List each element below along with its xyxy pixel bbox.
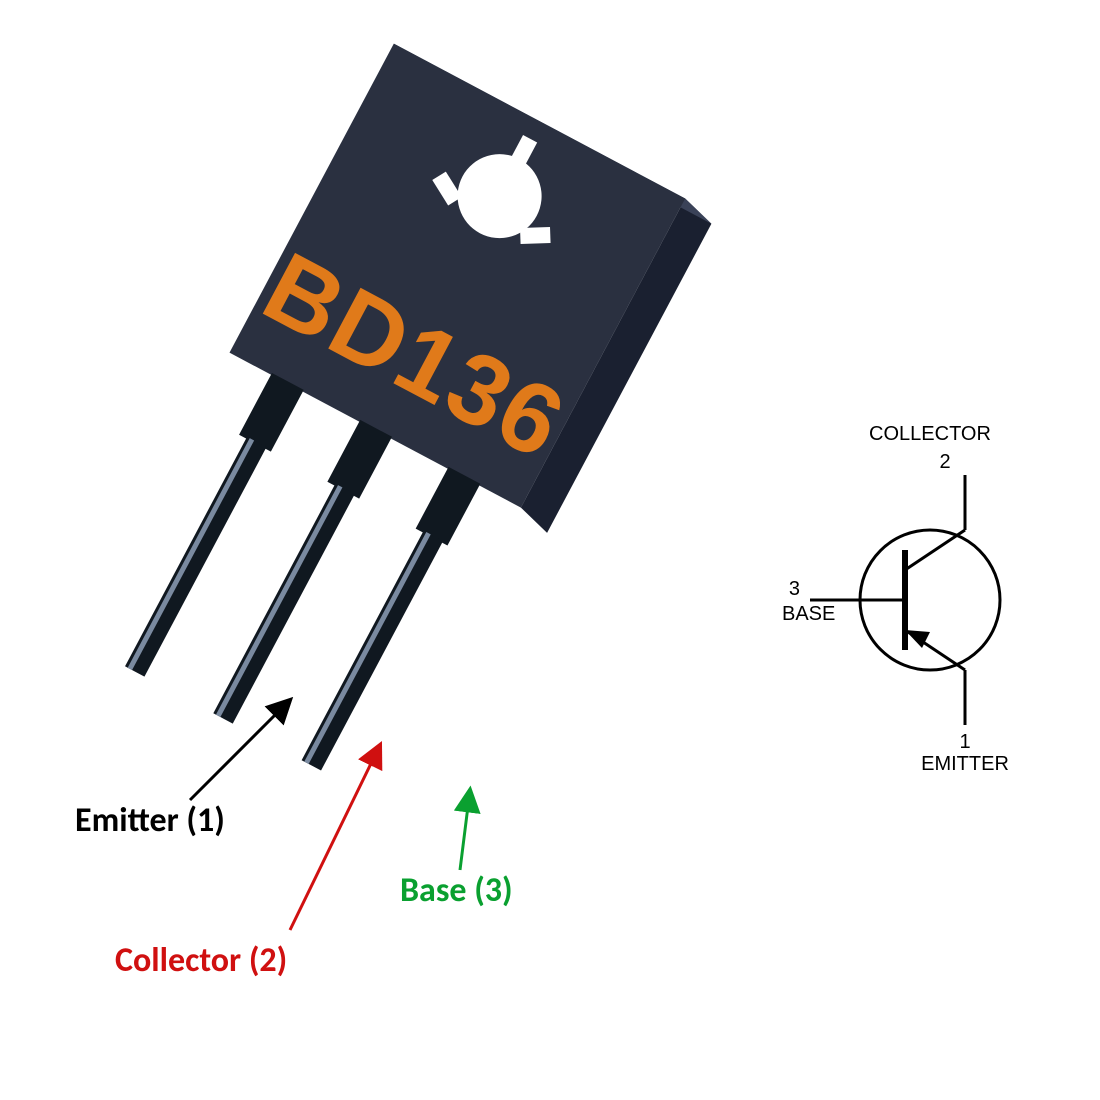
label-base: Base (3) [400, 870, 513, 911]
schematic-collector-lead [905, 530, 965, 570]
schematic-base-label: BASE [782, 603, 835, 625]
arrow-collector [290, 745, 380, 930]
label-emitter: Emitter (1) [75, 800, 225, 841]
arrow-emitter [190, 700, 290, 800]
label-collector: Collector (2) [115, 940, 287, 981]
schematic-symbol: COLLECTOR 2 3 BASE 1 EMITTER [770, 420, 1070, 780]
schematic-emitter-label: EMITTER [921, 753, 1009, 775]
schematic-emitter-pin: 1 [959, 731, 970, 753]
schematic-collector-pin: 2 [939, 451, 950, 473]
arrow-base [460, 790, 470, 870]
diagram-stage: BD136 [0, 0, 1100, 1100]
schematic-base-pin: 3 [789, 578, 800, 600]
schematic-collector-label: COLLECTOR [869, 423, 991, 445]
